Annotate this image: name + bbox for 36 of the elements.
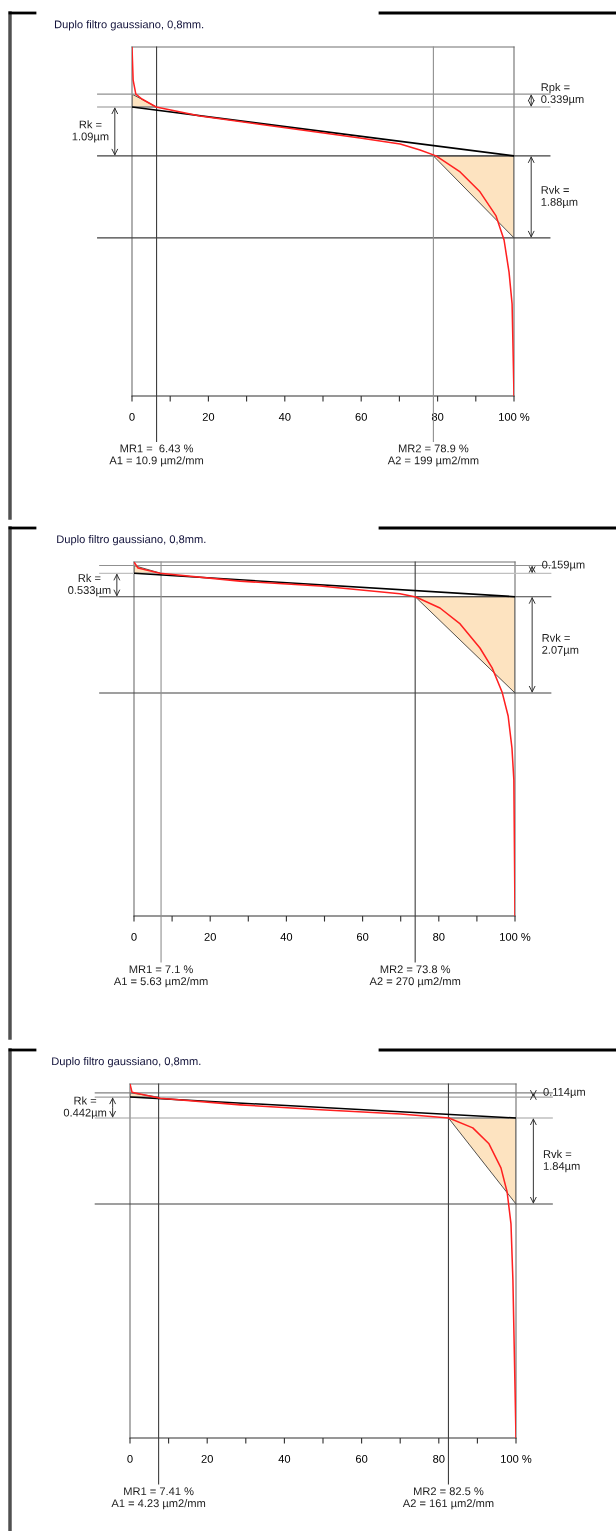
chart-title: Duplo filtro gaussiano, 0,8mm. — [54, 20, 204, 31]
x-tick-label: 0 — [127, 1454, 133, 1463]
x-tick-label: 100 % — [500, 932, 531, 941]
x-tick-label: 0 — [131, 932, 137, 941]
text: MR2 = 78.9 % A2 = 199 µm2/mm — [387, 444, 479, 467]
x-tick-label: 20 — [201, 1454, 213, 1463]
x-tick-label: 100 % — [501, 1454, 532, 1463]
x-tick-label: 60 — [356, 932, 369, 941]
x-tick-label: 100 % — [499, 412, 530, 421]
x-tick-label: 60 — [355, 412, 367, 421]
x-tick-label: 80 — [431, 412, 444, 421]
text: MR2 = 82.5 % A2 = 161 µm2/mm — [402, 1487, 494, 1510]
x-tick-label: 80 — [433, 1454, 445, 1463]
text: Rk = 1.09µm — [72, 120, 109, 143]
text: 0.114µm — [543, 1087, 585, 1099]
text: Rvk = 2.07µm — [542, 633, 579, 656]
x-tick-label: 20 — [202, 412, 215, 421]
text: 0.159µm — [542, 560, 585, 571]
text: MR1 = 7.41 % A1 = 4.23 µm2/mm — [111, 1487, 206, 1510]
text: Rvk = 1.84µm — [543, 1149, 580, 1173]
chart-title: Duplo filtro gaussiano, 0,8mm. — [57, 534, 206, 546]
text: Rvk = 1.88µm — [541, 185, 578, 209]
x-tick-label: 20 — [204, 932, 216, 941]
text: Rk = 0.533µm — [68, 573, 111, 597]
x-tick-label: 40 — [280, 932, 293, 941]
text: Rpk = 0.339µm — [541, 82, 584, 106]
text: MR1 = 6.43 % A1 = 10.9 µm2/mm — [109, 444, 204, 467]
text: Rk = 0.442µm — [63, 1096, 107, 1119]
chart-title: Duplo filtro gaussiano, 0,8mm. — [52, 1056, 201, 1068]
x-tick-label: 80 — [433, 932, 445, 941]
x-tick-label: 40 — [278, 1454, 291, 1463]
text: MR2 = 73.8 % A2 = 270 µm2/mm — [369, 965, 461, 988]
x-tick-label: 60 — [355, 1454, 368, 1463]
x-tick-label: 0 — [129, 412, 135, 421]
x-tick-label: 40 — [278, 412, 291, 421]
text: MR1 = 7.1 % A1 = 5.63 µm2/mm — [113, 965, 208, 988]
